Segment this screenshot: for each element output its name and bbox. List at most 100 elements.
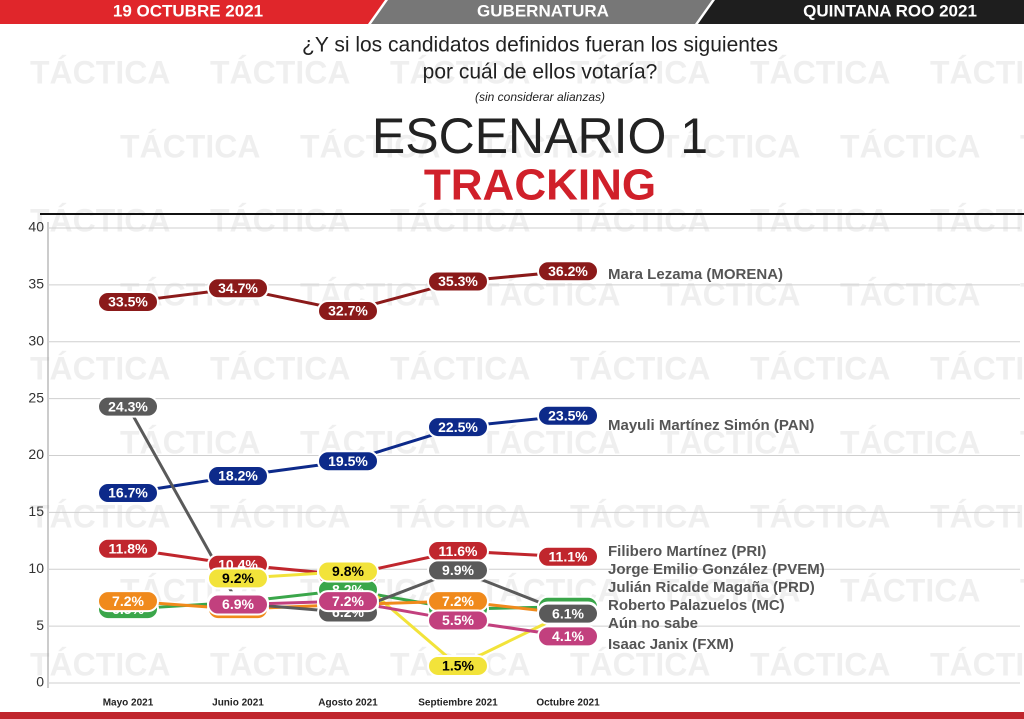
value-label: 11.6% — [439, 543, 478, 559]
value-pill — [207, 277, 269, 300]
value-pill — [97, 395, 159, 418]
value-label: 23.5% — [548, 407, 588, 423]
legend-label: Aún no sabe — [608, 615, 698, 632]
value-pill — [537, 545, 599, 568]
value-pill — [427, 609, 489, 632]
value-label: 16.7% — [108, 485, 148, 501]
value-pill — [207, 593, 269, 616]
watermark: TÁCTICA — [570, 202, 710, 238]
legend-label: Mara Lezama (MORENA) — [608, 266, 783, 283]
value-pill — [317, 450, 379, 473]
value-label: 35.3% — [438, 273, 478, 289]
value-label: 7.2% — [112, 593, 144, 609]
header-right-bar — [698, 0, 1024, 24]
watermark: TÁCTICA — [30, 54, 170, 90]
watermark: TÁCTICA — [750, 350, 890, 386]
value-pill — [427, 270, 489, 293]
x-tick-label: Mayo 2021 — [103, 698, 154, 709]
watermark: TÁCTICA — [840, 128, 980, 164]
value-label: 33.5% — [108, 294, 148, 310]
watermark: TÁCTICA — [930, 350, 1024, 386]
header-mid-bar — [371, 0, 712, 24]
watermark: TÁCTICA — [1020, 424, 1024, 460]
watermark: TÁCTICA — [1020, 128, 1024, 164]
value-label: 36.2% — [548, 263, 588, 279]
footer-bar — [0, 712, 1024, 719]
header-date: 19 OCTUBRE 2021 — [113, 1, 263, 20]
header-left-bar — [0, 0, 385, 24]
watermark: TÁCTICA — [750, 54, 890, 90]
watermark: TÁCTICA — [750, 498, 890, 534]
watermark: TÁCTICA — [570, 498, 710, 534]
watermark: TÁCTICA — [570, 54, 710, 90]
watermark: TÁCTICA — [390, 54, 530, 90]
watermark: TÁCTICA — [210, 646, 350, 682]
value-label: 11.8% — [109, 540, 148, 556]
value-label: 9.8% — [332, 563, 364, 579]
watermark: TÁCTICA — [30, 350, 170, 386]
value-label: 24.3% — [108, 398, 148, 414]
watermark: TÁCTICA — [930, 202, 1024, 238]
value-label: 5.5% — [442, 612, 474, 628]
y-tick-label: 10 — [28, 560, 44, 576]
question-line: ¿Y si los candidatos definidos fueran lo… — [302, 34, 778, 57]
value-pill — [97, 290, 159, 313]
header-section: GUBERNATURA — [477, 1, 609, 20]
x-tick-label: Junio 2021 — [212, 698, 264, 709]
value-label: 9.9% — [442, 562, 474, 578]
legend-label: Isaac Janix (FXM) — [608, 636, 734, 653]
watermark: TÁCTICA — [660, 276, 800, 312]
value-pill — [207, 464, 269, 487]
value-label: 4.1% — [552, 628, 584, 644]
value-pill — [427, 559, 489, 582]
watermark: TÁCTICA — [390, 498, 530, 534]
watermark: TÁCTICA — [660, 572, 800, 608]
value-label: 7.2% — [442, 593, 474, 609]
value-pill — [317, 590, 379, 613]
value-pill — [97, 482, 159, 505]
value-label: 19.5% — [328, 453, 368, 469]
legend-label: Roberto Palazuelos (MC) — [608, 597, 785, 614]
value-label: 7.2% — [332, 593, 364, 609]
watermark: TÁCTICA — [300, 128, 440, 164]
y-tick-label: 30 — [28, 332, 44, 348]
value-label: 32.7% — [328, 303, 368, 319]
watermark: TÁCTICA — [930, 54, 1024, 90]
watermarks: TÁCTICA TÁCTICA TÁCTICA TÁCTICA TÁCTICA TÁCTI… — [30, 54, 1024, 682]
y-tick-label: 5 — [36, 617, 44, 633]
watermark: TÁCTICA — [750, 202, 890, 238]
watermark: TÁCTICA — [840, 276, 980, 312]
watermark: TÁCTICA — [570, 350, 710, 386]
chart-title: ESCENARIO 1 — [372, 108, 708, 164]
value-pill — [97, 590, 159, 613]
value-pill — [537, 260, 599, 283]
watermark: TÁCTICA — [1020, 572, 1024, 608]
note: (sin considerar alianzas) — [475, 90, 605, 104]
watermark: TÁCTICA — [30, 202, 170, 238]
watermark: TÁCTICA — [480, 276, 620, 312]
watermark: TÁCTICA — [1020, 276, 1024, 312]
value-pill — [97, 537, 159, 560]
value-label: 11.1% — [549, 548, 588, 564]
value-pill — [317, 300, 379, 323]
value-pill — [537, 625, 599, 648]
watermark: TÁCTICA — [930, 498, 1024, 534]
legend-label: Julián Ricalde Magaña (PRD) — [608, 579, 815, 596]
watermark: TÁCTICA — [390, 202, 530, 238]
value-pill — [427, 654, 489, 677]
watermark: TÁCTICA — [570, 646, 710, 682]
watermark: TÁCTICA — [390, 350, 530, 386]
question-line: por cuál de ellos votaría? — [423, 61, 658, 84]
value-pill — [537, 404, 599, 427]
value-pill — [317, 560, 379, 583]
series-line — [237, 569, 569, 668]
y-tick-label: 20 — [28, 446, 44, 462]
value-pill — [537, 602, 599, 625]
y-tick-label: 35 — [28, 276, 44, 292]
watermark: TÁCTICA — [120, 424, 260, 460]
watermark: TÁCTICA — [660, 128, 800, 164]
watermark: TÁCTICA — [480, 128, 620, 164]
y-tick-label: 15 — [28, 503, 44, 519]
x-tick-label: Agosto 2021 — [318, 698, 378, 709]
